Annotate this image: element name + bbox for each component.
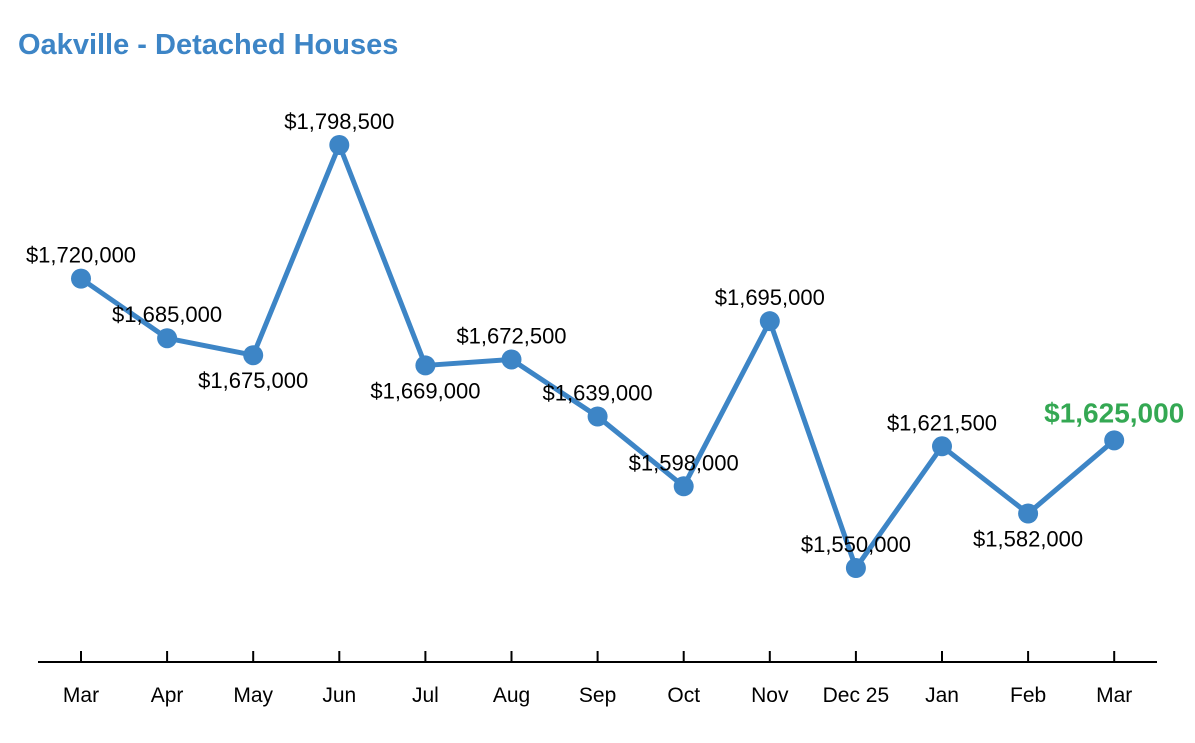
x-axis-label: Jun [322,684,356,707]
x-axis-label: Feb [1010,684,1046,707]
value-label: $1,621,500 [887,410,997,435]
value-label: $1,598,000 [629,450,739,475]
x-axis-label: Jul [412,684,439,707]
data-point-apr [157,328,178,349]
chart-title: Oakville - Detached Houses [18,29,399,61]
data-point-mar [1104,430,1125,451]
data-point-feb [1018,503,1039,524]
value-label: $1,798,500 [284,109,394,134]
x-axis-label: Nov [751,684,789,707]
x-axis-label: Mar [1096,684,1132,707]
price-line [78,142,1117,571]
x-axis-label: Mar [63,684,99,707]
value-label: $1,685,000 [112,302,222,327]
data-point-dec-25 [845,558,866,578]
value-label: $1,669,000 [370,378,480,403]
value-label: $1,550,000 [801,532,911,557]
x-axis-label: Sep [579,684,616,707]
x-axis-label: Jan [925,684,959,707]
value-label: $1,720,000 [26,243,136,268]
data-point-may [243,345,264,366]
value-label: $1,695,000 [715,285,825,310]
x-axis-label: Oct [667,684,700,707]
data-point-mar [71,268,91,289]
x-axis-label: Dec 25 [823,684,890,707]
data-point-sep [587,406,608,427]
value-label: $1,675,000 [198,368,308,393]
data-point-oct [673,476,694,497]
x-axis-label: Apr [151,684,184,707]
data-point-nov [759,311,780,332]
value-label-highlighted: $1,625,000 [1044,397,1184,428]
value-label: $1,582,000 [973,527,1083,552]
data-point-jul [415,355,436,376]
data-point-jun [329,135,350,155]
data-point-jan [932,436,952,457]
value-label: $1,672,500 [456,323,566,348]
x-axis-label: Aug [493,684,530,707]
data-point-aug [501,349,522,370]
value-label: $1,639,000 [543,381,653,406]
x-axis-label: May [233,684,273,707]
